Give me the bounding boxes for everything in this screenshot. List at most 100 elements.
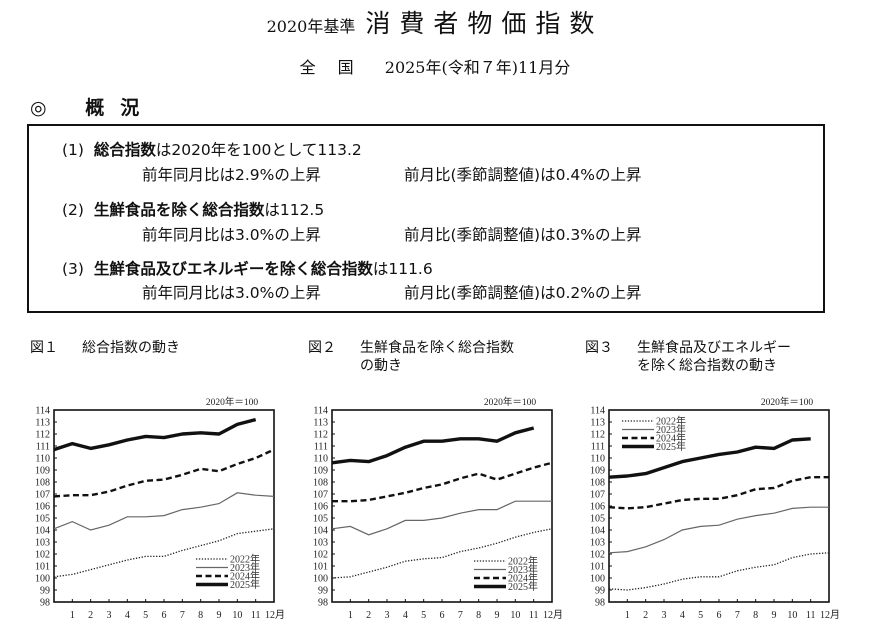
x-tick-label: 7 — [180, 610, 185, 621]
overview-item-2: (2) 生鮮食品を除く総合指数は112.5 — [62, 198, 324, 220]
y-tick-label: 103 — [35, 538, 50, 549]
y-tick-label: 108 — [35, 478, 50, 489]
overview-item-3-mom: 前月比(季節調整値)は0.2%の上昇 — [404, 284, 642, 302]
y-tick-label: 102 — [313, 550, 328, 561]
y-tick-label: 104 — [35, 526, 50, 537]
y-tick-label: 98 — [595, 598, 605, 609]
x-tick-label: 4 — [680, 610, 685, 621]
y-tick-label: 100 — [313, 574, 328, 585]
x-tick-label: 2 — [643, 610, 648, 621]
overview-box: (1) 総合指数は2020年を100として113.2 前年同月比は2.9%の上昇… — [27, 124, 825, 313]
y-tick-label: 103 — [590, 538, 605, 549]
main-title: 消費者物価指数 — [365, 9, 604, 38]
series-2024年 — [332, 461, 553, 503]
base-note: 2020年＝100 — [206, 396, 259, 408]
x-tick-label: 1 — [348, 610, 353, 621]
legend-label: 2022年 — [656, 415, 686, 428]
y-tick-label: 110 — [590, 454, 605, 465]
y-tick-label: 100 — [590, 574, 605, 585]
series-2022年 — [608, 552, 830, 591]
figure-3-title: 図３ 生鮮食品及びエネルギー を除く総合指数の動き — [585, 339, 791, 375]
series-2023年 — [608, 506, 829, 554]
y-tick-label: 98 — [318, 598, 328, 609]
x-tick-label: 5 — [698, 610, 703, 621]
item-number: (1) — [62, 141, 84, 159]
x-tick-label: 12月 — [820, 609, 840, 621]
x-tick-label: 5 — [143, 610, 148, 621]
figure-number: 図１ — [30, 340, 58, 356]
x-tick-label: 12月 — [265, 609, 285, 621]
y-tick-label: 103 — [313, 538, 328, 549]
x-tick-label: 12月 — [543, 609, 563, 621]
y-tick-label: 99 — [40, 586, 50, 597]
figure-number: 図２ — [308, 340, 336, 356]
y-tick-label: 113 — [313, 418, 328, 429]
x-tick-label: 11 — [806, 610, 816, 621]
x-tick-label: 4 — [403, 610, 408, 621]
legend-label: 2023年 — [656, 423, 686, 436]
y-tick-label: 110 — [35, 454, 50, 465]
figure-title-text: 生鮮食品及びエネルギー — [637, 340, 791, 356]
legend-label: 2025年 — [656, 440, 686, 453]
period-label: 2025年(令和７年)11月分 — [384, 58, 571, 77]
overview-item-3: (3) 生鮮食品及びエネルギーを除く総合指数は111.6 — [62, 257, 433, 279]
legend-label: 2025年 — [230, 578, 260, 591]
figure-2-title: 図２ 生鮮食品を除く総合指数 の動き — [308, 339, 514, 375]
x-tick-label: 1 — [70, 610, 75, 621]
y-tick-label: 109 — [35, 466, 50, 477]
y-tick-label: 100 — [35, 574, 50, 585]
series-2025年 — [331, 426, 535, 465]
x-tick-label: 3 — [662, 610, 667, 621]
overview-item-1-mom: 前月比(季節調整値)は0.4%の上昇 — [404, 166, 642, 184]
y-tick-label: 113 — [35, 418, 50, 429]
x-tick-label: 6 — [162, 610, 167, 621]
y-tick-label: 112 — [313, 430, 328, 441]
y-tick-label: 105 — [313, 514, 328, 525]
legend-label: 2025年 — [508, 580, 538, 593]
legend-label: 2024年 — [508, 572, 538, 585]
overview-item-1: (1) 総合指数は2020年を100として113.2 — [62, 138, 362, 160]
y-tick-label: 108 — [313, 478, 328, 489]
y-tick-label: 111 — [591, 442, 605, 453]
y-tick-label: 114 — [590, 406, 605, 417]
y-tick-label: 109 — [590, 466, 605, 477]
legend-label: 2023年 — [508, 563, 538, 576]
x-tick-label: 7 — [735, 610, 740, 621]
x-tick-label: 8 — [198, 610, 203, 621]
y-tick-label: 107 — [590, 490, 605, 501]
y-tick-label: 105 — [590, 514, 605, 525]
index-value: は112.5 — [264, 201, 325, 219]
y-tick-label: 102 — [590, 550, 605, 561]
series-2022年 — [53, 528, 275, 578]
y-tick-label: 99 — [595, 586, 605, 597]
y-tick-label: 105 — [35, 514, 50, 525]
index-name: 生鮮食品及びエネルギーを除く総合指数 — [93, 260, 373, 278]
y-tick-label: 101 — [590, 562, 605, 573]
overview-item-2-yoy: 前年同月比は3.0%の上昇 — [142, 226, 321, 244]
y-tick-label: 112 — [590, 430, 605, 441]
series-2023年 — [53, 492, 275, 531]
y-tick-label: 98 — [40, 598, 50, 609]
series-2023年 — [331, 500, 552, 536]
figure-title-text: 生鮮食品を除く総合指数 — [360, 340, 514, 356]
figure-1-title: 図１ 総合指数の動き — [30, 339, 180, 357]
y-tick-label: 102 — [35, 550, 50, 561]
overview-item-3-yoy: 前年同月比は3.0%の上昇 — [142, 284, 321, 302]
region-label: 全国 — [299, 58, 376, 77]
base-note: 2020年＝100 — [761, 396, 814, 408]
figure-number: 図３ — [585, 340, 613, 356]
x-tick-label: 8 — [753, 610, 758, 621]
y-tick-label: 106 — [313, 502, 328, 513]
y-tick-label: 101 — [313, 562, 328, 573]
x-tick-label: 11 — [529, 610, 539, 621]
chart-figure-2: 2020年＝1009899100101102103104105106107108… — [313, 396, 563, 621]
chart-figure-3: 2020年＝1009899100101102103104105106107108… — [590, 396, 840, 621]
figure-title-text: を除く総合指数の動き — [637, 358, 777, 374]
y-tick-label: 104 — [590, 526, 605, 537]
overview-heading: ◎ 概況 — [30, 97, 156, 119]
item-number: (3) — [62, 260, 84, 278]
y-tick-label: 113 — [590, 418, 605, 429]
series-2025年 — [53, 417, 257, 452]
series-2024年 — [608, 476, 829, 510]
y-tick-label: 114 — [313, 406, 328, 417]
